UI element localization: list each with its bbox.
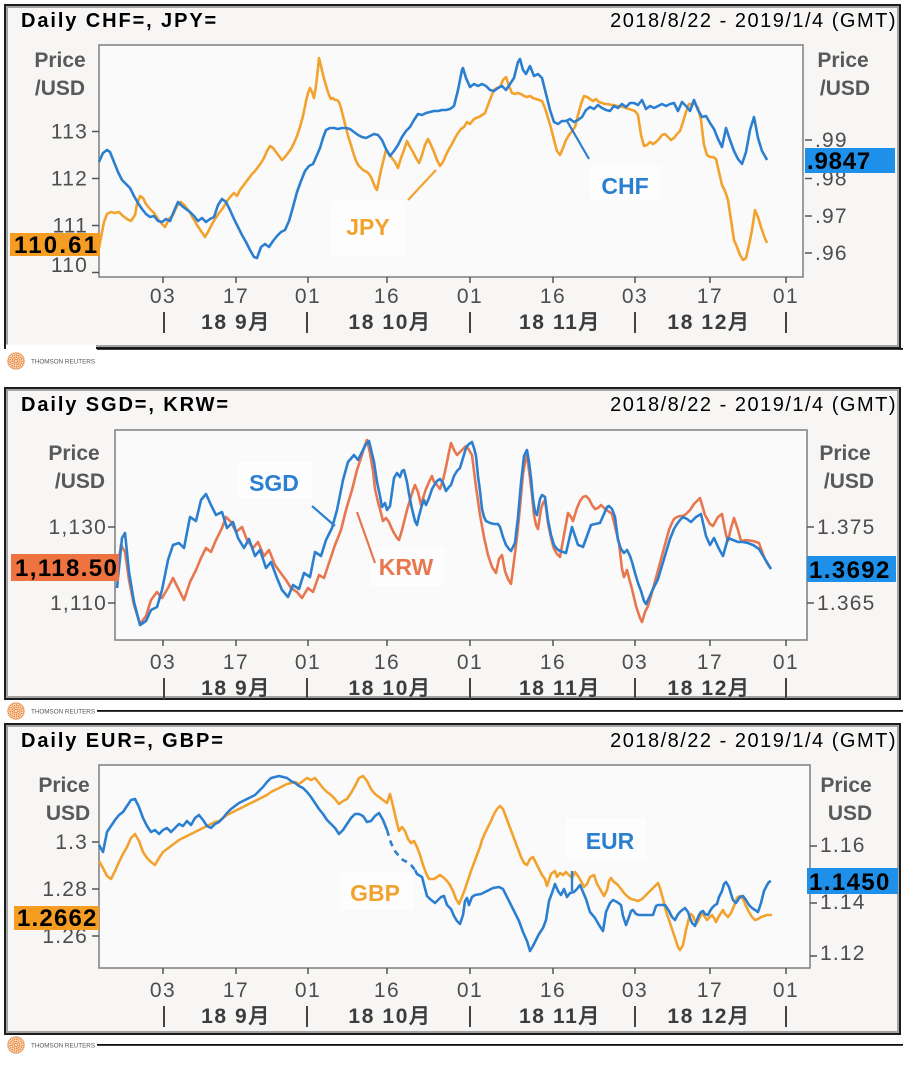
svg-text:01: 01 <box>773 651 799 674</box>
svg-text:18 9月: 18 9月 <box>201 677 271 700</box>
svg-text:2018/8/22 - 2019/1/4 (GMT): 2018/8/22 - 2019/1/4 (GMT) <box>610 394 897 416</box>
svg-text:THOMSON REUTERS: THOMSON REUTERS <box>31 709 95 716</box>
svg-text:1.3: 1.3 <box>55 831 88 854</box>
svg-text:16: 16 <box>540 285 566 308</box>
svg-text:1.3692: 1.3692 <box>809 557 891 584</box>
svg-text:1.14: 1.14 <box>820 891 866 914</box>
svg-text:Daily EUR=, GBP=: Daily EUR=, GBP= <box>21 730 225 752</box>
svg-text:16: 16 <box>374 651 400 674</box>
svg-text:Price: Price <box>820 774 871 797</box>
svg-text:01: 01 <box>295 285 321 308</box>
svg-text:113: 113 <box>51 121 88 144</box>
svg-text:2018/8/22 - 2019/1/4 (GMT): 2018/8/22 - 2019/1/4 (GMT) <box>610 730 897 752</box>
svg-text:CHF: CHF <box>601 173 648 199</box>
svg-text:03: 03 <box>622 651 648 674</box>
svg-text:112: 112 <box>51 168 88 191</box>
svg-text:THOMSON REUTERS: THOMSON REUTERS <box>31 359 95 366</box>
svg-text:1.2662: 1.2662 <box>17 905 98 932</box>
svg-text:/USD: /USD <box>35 77 85 100</box>
svg-text:17: 17 <box>697 979 723 1002</box>
svg-text:Price: Price <box>34 49 85 72</box>
svg-text:18 10月: 18 10月 <box>348 311 431 334</box>
svg-text:USD: USD <box>828 802 872 825</box>
svg-text:1,110: 1,110 <box>50 592 107 615</box>
svg-text:03: 03 <box>150 651 176 674</box>
svg-text:.96: .96 <box>815 242 848 265</box>
svg-text:.99: .99 <box>815 129 848 152</box>
svg-text:/USD: /USD <box>824 470 874 493</box>
svg-text:1.1450: 1.1450 <box>809 869 891 896</box>
svg-text:03: 03 <box>150 979 176 1002</box>
svg-text:JPY: JPY <box>346 214 389 240</box>
svg-text:110.61: 110.61 <box>14 232 99 259</box>
svg-text:18 12月: 18 12月 <box>667 677 750 700</box>
svg-text:16: 16 <box>374 285 400 308</box>
svg-text:THOMSON REUTERS: THOMSON REUTERS <box>31 1043 95 1050</box>
svg-text:SGD: SGD <box>249 470 299 496</box>
svg-text:110: 110 <box>51 254 88 277</box>
svg-text:16: 16 <box>540 651 566 674</box>
svg-text:USD: USD <box>46 802 90 825</box>
svg-text:18 12月: 18 12月 <box>667 311 750 334</box>
svg-text:17: 17 <box>223 285 249 308</box>
svg-text:18 9月: 18 9月 <box>201 1005 271 1028</box>
svg-text:1.16: 1.16 <box>820 834 866 857</box>
svg-text:1.28: 1.28 <box>42 878 88 901</box>
svg-text:18 12月: 18 12月 <box>667 1005 750 1028</box>
svg-text:01: 01 <box>773 285 799 308</box>
svg-text:01: 01 <box>457 651 483 674</box>
svg-text:03: 03 <box>622 285 648 308</box>
svg-text:GBP: GBP <box>350 880 400 906</box>
svg-text:1.26: 1.26 <box>42 925 88 948</box>
svg-text:1,130: 1,130 <box>48 516 107 539</box>
svg-text:17: 17 <box>697 651 723 674</box>
svg-text:18 11月: 18 11月 <box>519 311 601 334</box>
svg-text:.9847: .9847 <box>807 148 871 175</box>
svg-text:1.365: 1.365 <box>817 592 876 615</box>
svg-text:Price: Price <box>819 442 870 465</box>
svg-text:111: 111 <box>52 215 88 238</box>
svg-text:01: 01 <box>295 979 321 1002</box>
svg-text:18 10月: 18 10月 <box>348 1005 431 1028</box>
svg-text:01: 01 <box>773 979 799 1002</box>
svg-text:17: 17 <box>223 651 249 674</box>
svg-text:KRW: KRW <box>379 554 434 580</box>
svg-text:18 11月: 18 11月 <box>519 677 601 700</box>
svg-text:Daily CHF=, JPY=: Daily CHF=, JPY= <box>21 10 218 32</box>
svg-text:.98: .98 <box>815 168 848 191</box>
svg-text:03: 03 <box>622 979 648 1002</box>
svg-text:17: 17 <box>697 285 723 308</box>
svg-text:18 10月: 18 10月 <box>348 677 431 700</box>
svg-text:/USD: /USD <box>820 77 870 100</box>
svg-text:01: 01 <box>457 285 483 308</box>
svg-text:Price: Price <box>817 49 868 72</box>
svg-text:17: 17 <box>223 979 249 1002</box>
svg-text:18 11月: 18 11月 <box>519 1005 601 1028</box>
svg-text:16: 16 <box>374 979 400 1002</box>
svg-text:Price: Price <box>48 442 99 465</box>
svg-text:.97: .97 <box>815 205 848 228</box>
svg-text:EUR: EUR <box>586 828 635 854</box>
svg-text:Daily SGD=, KRW=: Daily SGD=, KRW= <box>21 394 230 416</box>
svg-text:01: 01 <box>295 651 321 674</box>
svg-text:01: 01 <box>457 979 483 1002</box>
svg-text:1.12: 1.12 <box>820 942 866 965</box>
svg-text:/USD: /USD <box>55 470 105 493</box>
svg-text:Price: Price <box>38 774 89 797</box>
svg-text:2018/8/22 - 2019/1/4 (GMT): 2018/8/22 - 2019/1/4 (GMT) <box>610 10 897 32</box>
svg-text:1.375: 1.375 <box>817 516 876 539</box>
svg-text:18 9月: 18 9月 <box>201 311 271 334</box>
svg-text:1,118.50: 1,118.50 <box>15 555 118 582</box>
svg-text:03: 03 <box>150 285 176 308</box>
svg-text:16: 16 <box>540 979 566 1002</box>
